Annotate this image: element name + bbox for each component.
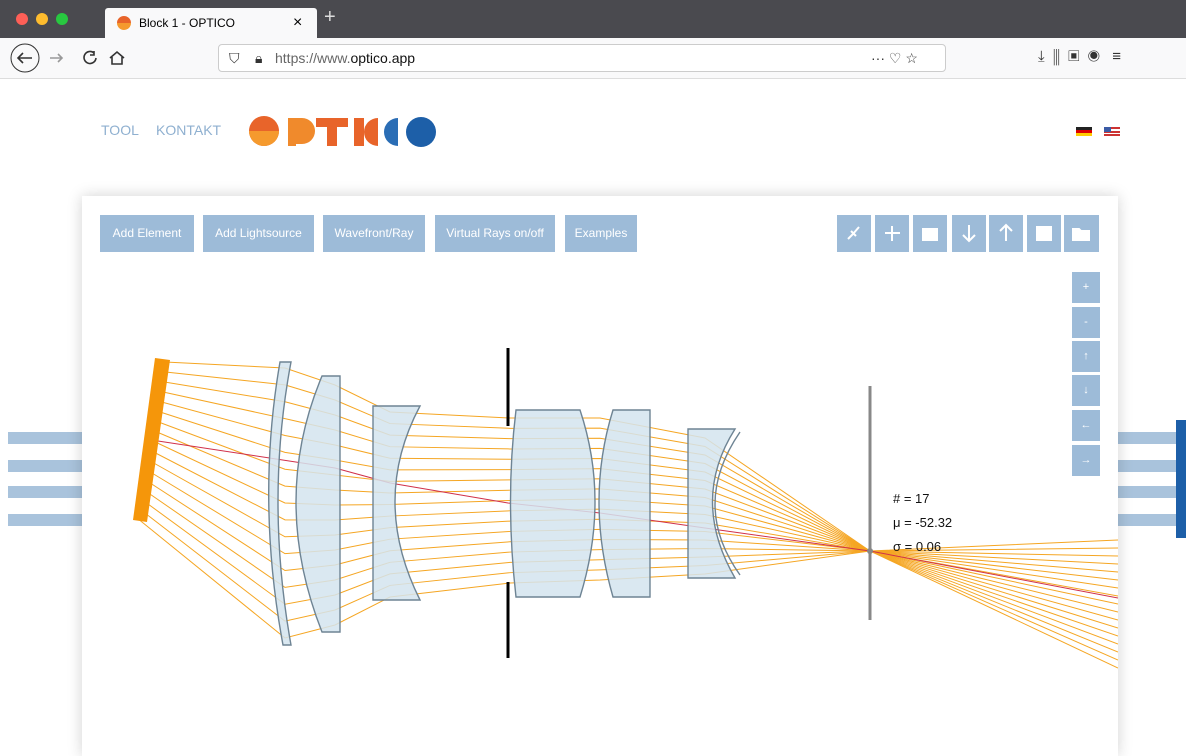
lens[interactable] (687, 428, 737, 579)
ray (157, 400, 1118, 637)
new-tab[interactable]: + (324, 6, 336, 28)
zoom-in-button[interactable]: + (1072, 272, 1100, 303)
mean: μ = -52.32 (893, 515, 953, 530)
ray (143, 478, 1118, 573)
url-actions[interactable]: ··· ♡ ☆ (871, 50, 918, 66)
tab-bar: Block 1 - OPTICO × + (0, 0, 1186, 38)
url: https://www.optico.app (275, 45, 415, 71)
lens[interactable] (714, 431, 741, 576)
zoom-out-button[interactable]: - (1072, 307, 1100, 338)
lens[interactable] (295, 375, 341, 633)
nav-link[interactable]: KONTAKT (156, 122, 222, 138)
toolbar-icons[interactable]: ⤓ ⫼ ▣ ◉ ≡ (1038, 48, 1122, 65)
ray (136, 517, 1118, 639)
move-left-button[interactable]: ← (1072, 410, 1100, 441)
ray-count: # = 17 (893, 491, 930, 506)
move-down-button[interactable]: ↓ (1072, 375, 1100, 406)
tab-close[interactable]: × (293, 14, 303, 31)
toolbar-button[interactable]: Add Element (100, 215, 194, 252)
ray (164, 361, 1118, 669)
lock-icon: 🔒︎ (255, 50, 263, 66)
ray (159, 390, 1118, 645)
nav-buttons[interactable] (8, 42, 138, 74)
url-prefix: https://www. (275, 50, 351, 66)
nav-bar: ⛉ 🔒︎ https://www.optico.app ··· ♡ ☆ ⤓ ⫼ … (0, 38, 1186, 79)
optical-canvas[interactable] (82, 196, 1118, 751)
tab[interactable]: Block 1 - OPTICO × (105, 8, 317, 38)
move-right-button[interactable]: → (1072, 445, 1100, 476)
toolbar-button[interactable]: Virtual Rays on/off (435, 215, 555, 252)
nav-link[interactable]: TOOL (101, 122, 139, 138)
lens[interactable] (509, 409, 596, 598)
icon-toolbar[interactable] (837, 215, 1099, 252)
language-flags[interactable] (1076, 127, 1122, 137)
std-dev: σ = 0.06 (893, 539, 942, 554)
window-controls (16, 13, 68, 25)
url-domain: optico.app (350, 50, 416, 66)
tab-icon (117, 16, 131, 30)
url-bar[interactable]: ⛉ 🔒︎ https://www.optico.app ··· ♡ ☆ (218, 44, 946, 72)
lens[interactable] (268, 361, 292, 646)
tab-title: Block 1 - OPTICO (139, 16, 236, 30)
decor-stripes (8, 420, 1186, 538)
shield-icon: ⛉ (229, 50, 240, 66)
light-source[interactable] (133, 358, 170, 522)
ray (161, 381, 1118, 653)
lens[interactable] (598, 409, 651, 598)
ray (141, 488, 1118, 588)
logo[interactable] (248, 114, 438, 148)
ray (140, 498, 1118, 605)
lens[interactable] (372, 405, 422, 601)
toolbar-button[interactable]: Add Lightsource (203, 215, 314, 252)
toolbar-button[interactable]: Examples (565, 215, 637, 252)
focus-point (867, 548, 873, 554)
ray (163, 371, 1118, 661)
move-up-button[interactable]: ↑ (1072, 341, 1100, 372)
toolbar-button[interactable]: Wavefront/Ray (323, 215, 425, 252)
ray (138, 507, 1118, 622)
